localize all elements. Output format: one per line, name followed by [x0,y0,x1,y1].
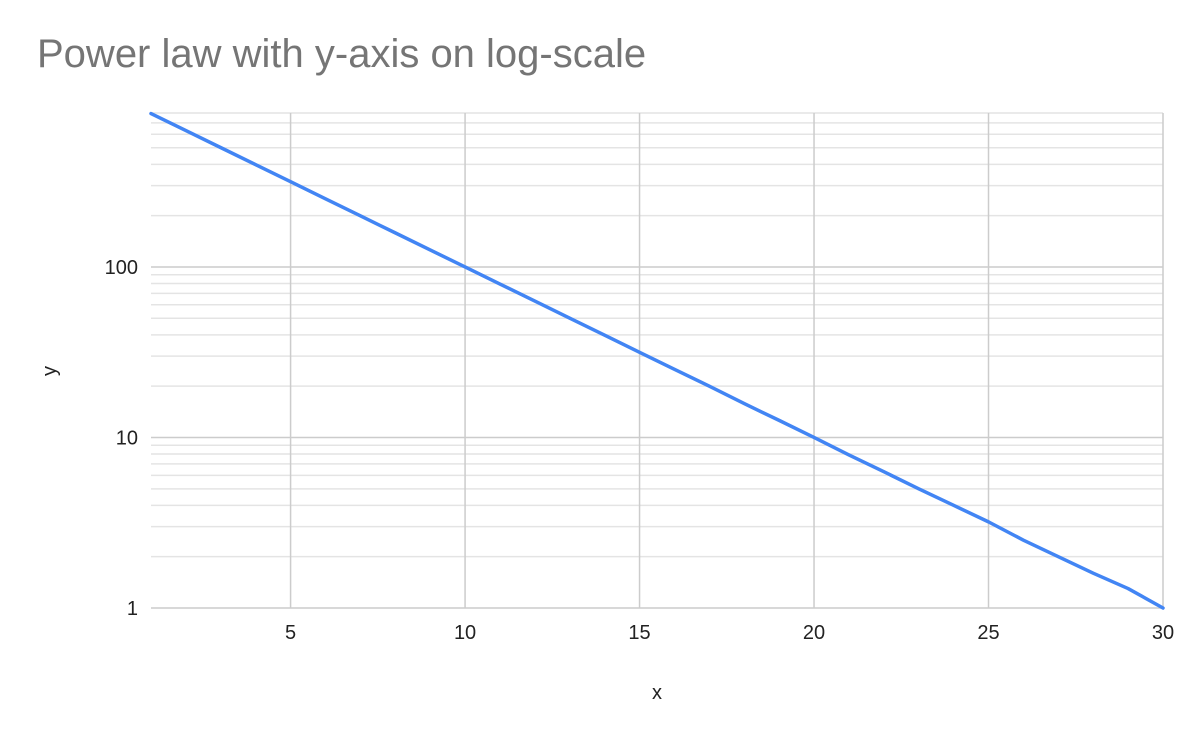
y-axis-label: y [39,366,61,376]
y-tick-label: 100 [105,257,138,279]
minor-gridlines [151,112,1163,558]
x-tick-label: 20 [803,622,825,644]
tick-labels: 5 10 15 20 25 30 1 10 100 [105,257,1175,644]
chart-title: Power law with y-axis on log-scale [37,32,647,76]
y-tick-label: 1 [127,598,138,620]
x-tick-label: 10 [454,622,476,644]
series-line-0 [149,111,1165,610]
x-tick-label: 25 [977,622,999,644]
x-axis-label: x [652,682,662,704]
x-tick-label: 15 [628,622,650,644]
y-tick-label: 10 [116,427,138,449]
major-gridlines [151,113,1164,609]
x-tick-label: 5 [285,622,296,644]
x-tick-label: 30 [1152,622,1174,644]
series-layer [149,111,1165,610]
